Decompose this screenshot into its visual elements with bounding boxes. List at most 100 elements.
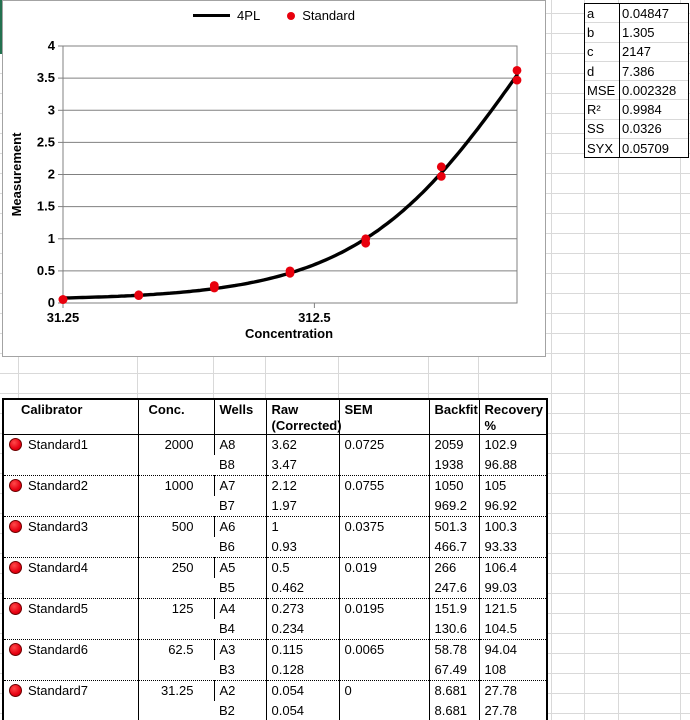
header-recovery[interactable]: Recovery %: [478, 399, 547, 435]
stat-value[interactable]: 0.0326: [619, 118, 689, 139]
backfit-cell[interactable]: 130.6: [428, 619, 479, 640]
conc-cell[interactable]: 500: [137, 516, 214, 558]
recovery-cell[interactable]: 99.03: [478, 578, 547, 599]
recovery-cell[interactable]: 100.3: [478, 516, 547, 537]
backfit-cell[interactable]: 266: [428, 557, 479, 578]
raw-cell[interactable]: 0.054: [265, 701, 339, 720]
stat-label[interactable]: MSE: [584, 80, 620, 100]
raw-cell[interactable]: 0.462: [265, 578, 339, 599]
stat-value[interactable]: 0.05709: [619, 138, 689, 159]
well-cell[interactable]: B8: [219, 457, 235, 472]
recovery-cell[interactable]: 104.5: [478, 619, 547, 640]
raw-cell[interactable]: 3.47: [265, 455, 339, 476]
raw-cell[interactable]: 1: [265, 516, 339, 537]
stat-value[interactable]: 0.9984: [619, 99, 689, 120]
backfit-cell[interactable]: 1938: [428, 455, 479, 476]
backfit-cell[interactable]: 58.78: [428, 639, 479, 660]
conc-cell[interactable]: 2000: [137, 434, 214, 476]
raw-cell[interactable]: 1.97: [265, 496, 339, 517]
stat-label[interactable]: SYX: [584, 138, 620, 159]
raw-cell[interactable]: 0.115: [265, 639, 339, 660]
sem-cell[interactable]: 0.0725: [338, 434, 429, 476]
stat-label[interactable]: R²: [584, 99, 620, 120]
well-cell[interactable]: B7: [219, 498, 235, 513]
header-wells[interactable]: Wells: [213, 399, 266, 435]
calibrator-name-cell[interactable]: Standard3: [3, 516, 138, 558]
sem-cell[interactable]: 0.0065: [338, 639, 429, 681]
sem-cell[interactable]: 0.0375: [338, 516, 429, 558]
raw-cell[interactable]: 2.12: [265, 475, 339, 496]
well-cell[interactable]: A5: [213, 557, 266, 578]
backfit-cell[interactable]: 151.9: [428, 598, 479, 619]
stat-value[interactable]: 7.386: [619, 60, 689, 81]
stat-value[interactable]: 0.002328: [619, 80, 689, 100]
calibrator-name-cell[interactable]: Standard2: [3, 475, 138, 517]
calibrator-name-cell[interactable]: Standard4: [3, 557, 138, 599]
recovery-cell[interactable]: 96.88: [478, 455, 547, 476]
recovery-cell[interactable]: 27.78: [478, 701, 547, 720]
sem-cell[interactable]: 0.0195: [338, 598, 429, 640]
backfit-cell[interactable]: 1050: [428, 475, 479, 496]
stat-label[interactable]: b: [584, 22, 620, 43]
recovery-cell[interactable]: 94.04: [478, 639, 547, 660]
conc-cell[interactable]: 125: [137, 598, 214, 640]
raw-cell[interactable]: 3.62: [265, 434, 339, 455]
backfit-cell[interactable]: 466.7: [428, 537, 479, 558]
well-cell[interactable]: B4: [219, 621, 235, 636]
recovery-cell[interactable]: 106.4: [478, 557, 547, 578]
calibrator-name-cell[interactable]: Standard5: [3, 598, 138, 640]
header-conc[interactable]: Conc.: [137, 399, 214, 435]
well-cell[interactable]: A7: [213, 475, 266, 496]
well-cell[interactable]: B6: [219, 539, 235, 554]
stat-label[interactable]: d: [584, 60, 620, 81]
backfit-cell[interactable]: 8.681: [428, 701, 479, 720]
recovery-cell[interactable]: 102.9: [478, 434, 547, 455]
backfit-cell[interactable]: 2059: [428, 434, 479, 455]
stat-label[interactable]: a: [584, 2, 620, 23]
well-cell[interactable]: A3: [213, 639, 266, 660]
recovery-cell[interactable]: 27.78: [478, 680, 547, 701]
calibrator-name-cell[interactable]: Standard7: [3, 680, 138, 720]
raw-cell[interactable]: 0.5: [265, 557, 339, 578]
sem-cell[interactable]: 0.0755: [338, 475, 429, 517]
conc-cell[interactable]: 62.5: [137, 639, 214, 681]
well-cell[interactable]: A6: [213, 516, 266, 537]
backfit-cell[interactable]: 501.3: [428, 516, 479, 537]
recovery-cell[interactable]: 105: [478, 475, 547, 496]
sem-cell[interactable]: 0.019: [338, 557, 429, 599]
backfit-cell[interactable]: 8.681: [428, 680, 479, 701]
well-cell[interactable]: A4: [213, 598, 266, 619]
calibrator-name-cell[interactable]: Standard6: [3, 639, 138, 681]
recovery-cell[interactable]: 96.92: [478, 496, 547, 517]
stat-value[interactable]: 1.305: [619, 22, 689, 43]
header-raw[interactable]: Raw (Corrected): [265, 399, 342, 435]
conc-cell[interactable]: 1000: [137, 475, 214, 517]
raw-cell[interactable]: 0.054: [265, 680, 339, 701]
stat-value[interactable]: 0.04847: [619, 2, 689, 23]
well-cell[interactable]: B5: [219, 580, 235, 595]
backfit-cell[interactable]: 969.2: [428, 496, 479, 517]
header-sem[interactable]: SEM: [338, 399, 429, 435]
stat-label[interactable]: SS: [584, 118, 620, 139]
standard-curve-chart[interactable]: 4PL Standard 0 0.5 1 1.5 2 2.5 3 3.5 4 31.25 312.5…: [2, 0, 546, 357]
recovery-cell[interactable]: 121.5: [478, 598, 547, 619]
conc-cell[interactable]: 31.25: [137, 680, 214, 720]
recovery-cell[interactable]: 108: [478, 660, 547, 681]
sem-cell[interactable]: 0: [338, 680, 429, 720]
header-calibrator[interactable]: Calibrator: [3, 399, 138, 435]
conc-cell[interactable]: 250: [137, 557, 214, 599]
well-cell[interactable]: A2: [213, 680, 266, 701]
backfit-cell[interactable]: 247.6: [428, 578, 479, 599]
recovery-cell[interactable]: 93.33: [478, 537, 547, 558]
calibrator-name-cell[interactable]: Standard1: [3, 435, 138, 476]
stat-label[interactable]: c: [584, 41, 620, 62]
raw-cell[interactable]: 0.273: [265, 598, 339, 619]
well-cell[interactable]: A8: [213, 434, 266, 455]
stat-value[interactable]: 2147: [619, 41, 689, 62]
raw-cell[interactable]: 0.93: [265, 537, 339, 558]
backfit-cell[interactable]: 67.49: [428, 660, 479, 681]
well-cell[interactable]: B3: [219, 662, 235, 677]
header-backfit[interactable]: Backfit: [428, 399, 479, 435]
raw-cell[interactable]: 0.234: [265, 619, 339, 640]
well-cell[interactable]: B2: [219, 703, 235, 718]
